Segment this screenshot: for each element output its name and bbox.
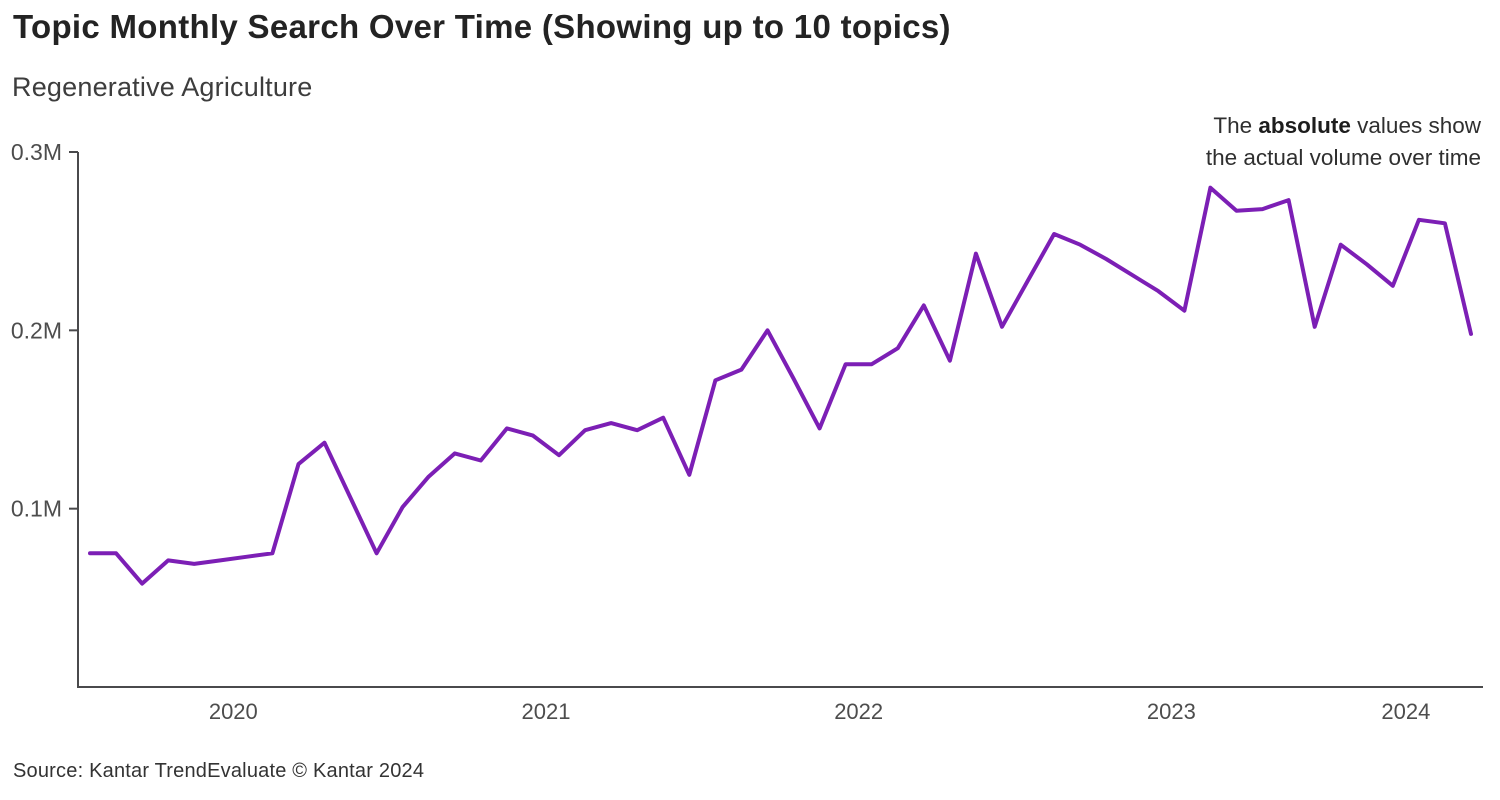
annotation-line1-pre: The xyxy=(1213,113,1259,138)
x-tick-label: 2021 xyxy=(522,699,571,724)
x-tick-label: 2023 xyxy=(1147,699,1196,724)
annotation-absolute-values: The absolute values show the actual volu… xyxy=(1206,110,1481,174)
x-tick-label: 2022 xyxy=(834,699,883,724)
chart-axes xyxy=(77,152,1483,688)
y-tick-label: 0.2M xyxy=(11,317,62,343)
y-tick-label: 0.1M xyxy=(11,496,62,522)
trend-line-regenerative-agriculture xyxy=(88,185,1473,586)
annotation-line2: the actual volume over time xyxy=(1205,145,1481,170)
annotation-line1-post: values show xyxy=(1350,113,1481,138)
x-tick-label: 2020 xyxy=(209,699,258,724)
y-tick-label: 0.3M xyxy=(11,139,62,165)
x-axis-year-labels: 2020 2021 2022 2023 2024 xyxy=(209,699,1431,724)
annotation-line1-bold: absolute xyxy=(1258,113,1351,138)
chart-series xyxy=(88,185,1473,586)
topic-subtitle: Regenerative Agriculture xyxy=(12,72,313,102)
y-axis-ticks: 0.1M 0.2M 0.3M xyxy=(11,139,78,522)
source-credit: Source: Kantar TrendEvaluate © Kantar 20… xyxy=(13,760,425,782)
page-title: Topic Monthly Search Over Time (Showing … xyxy=(13,8,951,45)
x-tick-label: 2024 xyxy=(1381,699,1430,724)
